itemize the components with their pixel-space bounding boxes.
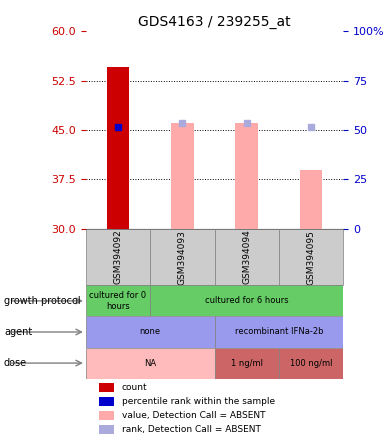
FancyBboxPatch shape	[215, 348, 279, 379]
Bar	[99, 425, 114, 434]
FancyBboxPatch shape	[279, 229, 343, 285]
FancyBboxPatch shape	[215, 317, 343, 348]
Text: recombinant IFNa-2b: recombinant IFNa-2b	[235, 328, 323, 337]
Text: rank, Detection Call = ABSENT: rank, Detection Call = ABSENT	[122, 425, 261, 434]
FancyBboxPatch shape	[86, 317, 214, 348]
Text: 100 ng/ml: 100 ng/ml	[290, 359, 332, 368]
FancyBboxPatch shape	[215, 229, 279, 285]
Text: cultured for 0
hours: cultured for 0 hours	[89, 291, 147, 311]
Text: cultured for 6 hours: cultured for 6 hours	[205, 297, 289, 305]
Text: GSM394092: GSM394092	[113, 230, 122, 285]
Bar	[107, 67, 129, 229]
Text: dose: dose	[4, 358, 27, 368]
Text: count: count	[122, 383, 147, 392]
Bar	[236, 123, 258, 229]
Bar	[99, 411, 114, 420]
Bar	[171, 123, 193, 229]
FancyBboxPatch shape	[150, 229, 214, 285]
Text: value, Detection Call = ABSENT: value, Detection Call = ABSENT	[122, 411, 265, 420]
Text: GSM394095: GSM394095	[307, 230, 316, 285]
Text: agent: agent	[4, 327, 32, 337]
Text: none: none	[140, 328, 161, 337]
FancyBboxPatch shape	[86, 229, 150, 285]
Text: growth protocol: growth protocol	[4, 296, 80, 306]
FancyBboxPatch shape	[86, 285, 150, 317]
FancyBboxPatch shape	[86, 348, 214, 379]
Bar	[99, 396, 114, 406]
FancyBboxPatch shape	[150, 285, 343, 317]
Text: NA: NA	[144, 359, 156, 368]
Text: percentile rank within the sample: percentile rank within the sample	[122, 397, 275, 406]
FancyBboxPatch shape	[279, 348, 343, 379]
Title: GDS4163 / 239255_at: GDS4163 / 239255_at	[138, 15, 291, 29]
Text: GSM394094: GSM394094	[242, 230, 251, 285]
Bar	[99, 383, 114, 392]
Bar	[300, 170, 322, 229]
Text: GSM394093: GSM394093	[178, 230, 187, 285]
Text: 1 ng/ml: 1 ng/ml	[230, 359, 263, 368]
